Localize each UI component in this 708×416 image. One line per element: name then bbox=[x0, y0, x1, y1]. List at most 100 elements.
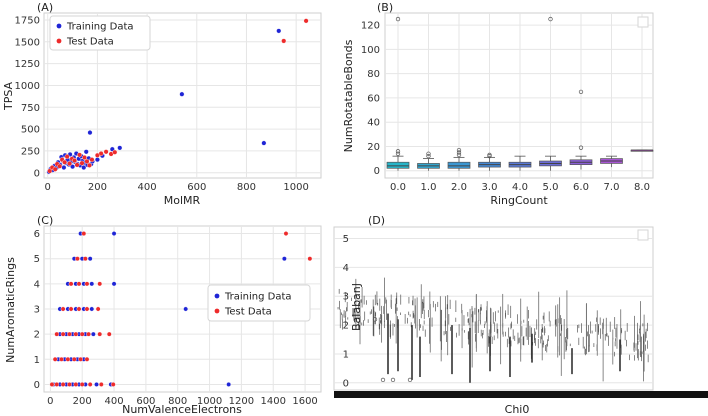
panel-c-y-ticks: 0 1 2 3 4 5 6 bbox=[34, 229, 40, 391]
panel-d-ytick: 4 bbox=[343, 263, 349, 274]
panel-a-xtick: 0 bbox=[45, 182, 51, 193]
panel-a-xtick: 200 bbox=[88, 182, 107, 193]
panel-d-y-ticks: 0 1 2 3 4 5 bbox=[343, 234, 349, 389]
panel-b-ytick: 20 bbox=[367, 142, 380, 153]
panel-c-train-point bbox=[111, 231, 117, 236]
panel-a-test-point bbox=[103, 149, 109, 155]
panel-c-test-point bbox=[54, 331, 60, 337]
panel-a-xtick: 1000 bbox=[283, 182, 308, 193]
panel-a-test-point bbox=[303, 18, 309, 24]
panel-c-train-point bbox=[89, 306, 95, 312]
panel-b-xtick: 0.0 bbox=[390, 182, 406, 193]
panel-c-train-point bbox=[226, 382, 232, 387]
panel-a-points bbox=[46, 18, 309, 175]
panel-c-legend-train-marker bbox=[214, 293, 220, 299]
panel-c-test-point bbox=[95, 306, 101, 312]
panel-b-xtick: 7.0 bbox=[604, 182, 620, 193]
panel-c-test-point bbox=[79, 382, 85, 387]
panel-b-xtick: 4.0 bbox=[512, 182, 528, 193]
panel-a-test-point bbox=[52, 166, 58, 172]
panel-d-ytick: 0 bbox=[343, 378, 349, 389]
panel-b-y-ticks: 0 20 40 60 80 100 120 bbox=[361, 21, 380, 178]
panel-c-legend-test: Test Data bbox=[224, 307, 272, 318]
panel-c-test-point bbox=[84, 306, 90, 312]
panel-c-test-point bbox=[68, 306, 74, 312]
panel-c-test-point bbox=[54, 382, 60, 387]
panel-a: (A) 0 200 400 600 800 1000 0 250 500 750… bbox=[2, 1, 322, 207]
panel-a-train-point bbox=[261, 140, 267, 146]
panel-b-outlier bbox=[395, 151, 401, 156]
panel-a-ytick: 1250 bbox=[15, 59, 40, 70]
panel-c-train-point bbox=[281, 256, 287, 262]
panel-a-title: (A) bbox=[37, 1, 53, 14]
panel-c-train-point bbox=[183, 306, 189, 312]
panel-b-outlier bbox=[426, 154, 431, 159]
panel-c-test-point bbox=[60, 382, 66, 387]
panel-b-outlier bbox=[578, 145, 584, 150]
panel-b-outlier bbox=[456, 152, 462, 158]
panel-b-grid bbox=[385, 13, 653, 178]
panel-b-ytick: 0 bbox=[374, 166, 380, 177]
panel-c-xtick: 1000 bbox=[197, 396, 222, 407]
panel-c-ytick: 3 bbox=[34, 305, 40, 316]
panel-c-legend-box bbox=[207, 284, 311, 322]
panel-c-test-point bbox=[75, 256, 80, 262]
panel-c-test-point bbox=[98, 382, 104, 387]
panel-b-ytick: 60 bbox=[367, 93, 380, 104]
panel-a-test-point bbox=[72, 158, 78, 164]
panel-c-x-label: NumValenceElectrons bbox=[122, 403, 242, 416]
panel-c-test-point bbox=[52, 356, 58, 362]
panel-a-ytick: 250 bbox=[21, 146, 40, 157]
panel-c-test-point bbox=[81, 231, 87, 236]
panel-a-test-point bbox=[98, 151, 104, 157]
panel-c-test-point bbox=[84, 356, 90, 362]
panel-d-x-label: Chi0 bbox=[505, 403, 530, 416]
panel-b-title: (B) bbox=[377, 1, 393, 14]
panel-a-test-point bbox=[74, 162, 80, 168]
panel-d-outlier bbox=[372, 317, 378, 322]
panel-c-legend-test-marker bbox=[214, 308, 220, 314]
panel-c-ytick: 0 bbox=[34, 380, 40, 391]
panel-c-xtick: 1200 bbox=[229, 396, 254, 407]
panel-c-xtick: 800 bbox=[168, 396, 187, 407]
panel-c-train-point bbox=[111, 281, 117, 287]
panel-c-ytick: 6 bbox=[34, 229, 40, 240]
panel-b-xtick: 2.0 bbox=[451, 182, 467, 193]
panel-d-empty-legend bbox=[637, 229, 649, 241]
panel-b-xtick: 3.0 bbox=[482, 182, 498, 193]
panel-b-ytick: 120 bbox=[361, 21, 380, 32]
panel-b-outlier bbox=[395, 16, 401, 22]
panel-a-y-label: TPSA bbox=[2, 82, 15, 112]
panel-b-outlier bbox=[548, 16, 553, 22]
panel-d-ytick: 2 bbox=[343, 321, 349, 332]
panel-b-ytick: 40 bbox=[367, 118, 380, 129]
panel-a-xtick: 400 bbox=[138, 182, 157, 193]
panel-c-test-point bbox=[87, 382, 93, 387]
panel-b-outlier bbox=[456, 150, 462, 155]
panel-a-test-point bbox=[112, 149, 118, 155]
panel-a-ytick: 1000 bbox=[15, 81, 40, 92]
panel-d-outlier bbox=[380, 377, 386, 383]
panel-a-test-point bbox=[62, 159, 68, 165]
panel-d-ytick: 5 bbox=[343, 234, 349, 245]
panel-b-xtick: 8.0 bbox=[634, 182, 650, 193]
panel-a-train-point bbox=[70, 164, 76, 170]
panel-c-test-point bbox=[307, 256, 313, 262]
panel-c-test-point bbox=[76, 281, 82, 287]
panel-b-outlier bbox=[456, 147, 462, 153]
panel-a-legend-box bbox=[49, 15, 151, 51]
panel-c-test-point bbox=[283, 231, 289, 236]
panel-a-train-point bbox=[94, 157, 100, 163]
panel-b-xtick: 1.0 bbox=[421, 182, 437, 193]
panel-d-ytick: 3 bbox=[343, 292, 349, 303]
panel-c-test-point bbox=[59, 356, 64, 362]
panel-c-test-point bbox=[78, 356, 84, 362]
panel-c-ytick: 4 bbox=[34, 279, 40, 290]
panel-b: (B) 0.0 1.0 2.0 3.0 4.0 5.0 6.0 7.0 8.0 … bbox=[342, 1, 654, 207]
panel-b-outlier bbox=[487, 154, 492, 159]
panel-c-train-point bbox=[94, 382, 99, 387]
panel-c-test-point bbox=[84, 281, 90, 287]
panel-a-ytick: 750 bbox=[21, 103, 40, 114]
panel-b-empty-legend bbox=[637, 16, 649, 28]
panel-a-y-ticks: 0 250 500 750 1000 1250 1500 1750 bbox=[15, 15, 40, 179]
